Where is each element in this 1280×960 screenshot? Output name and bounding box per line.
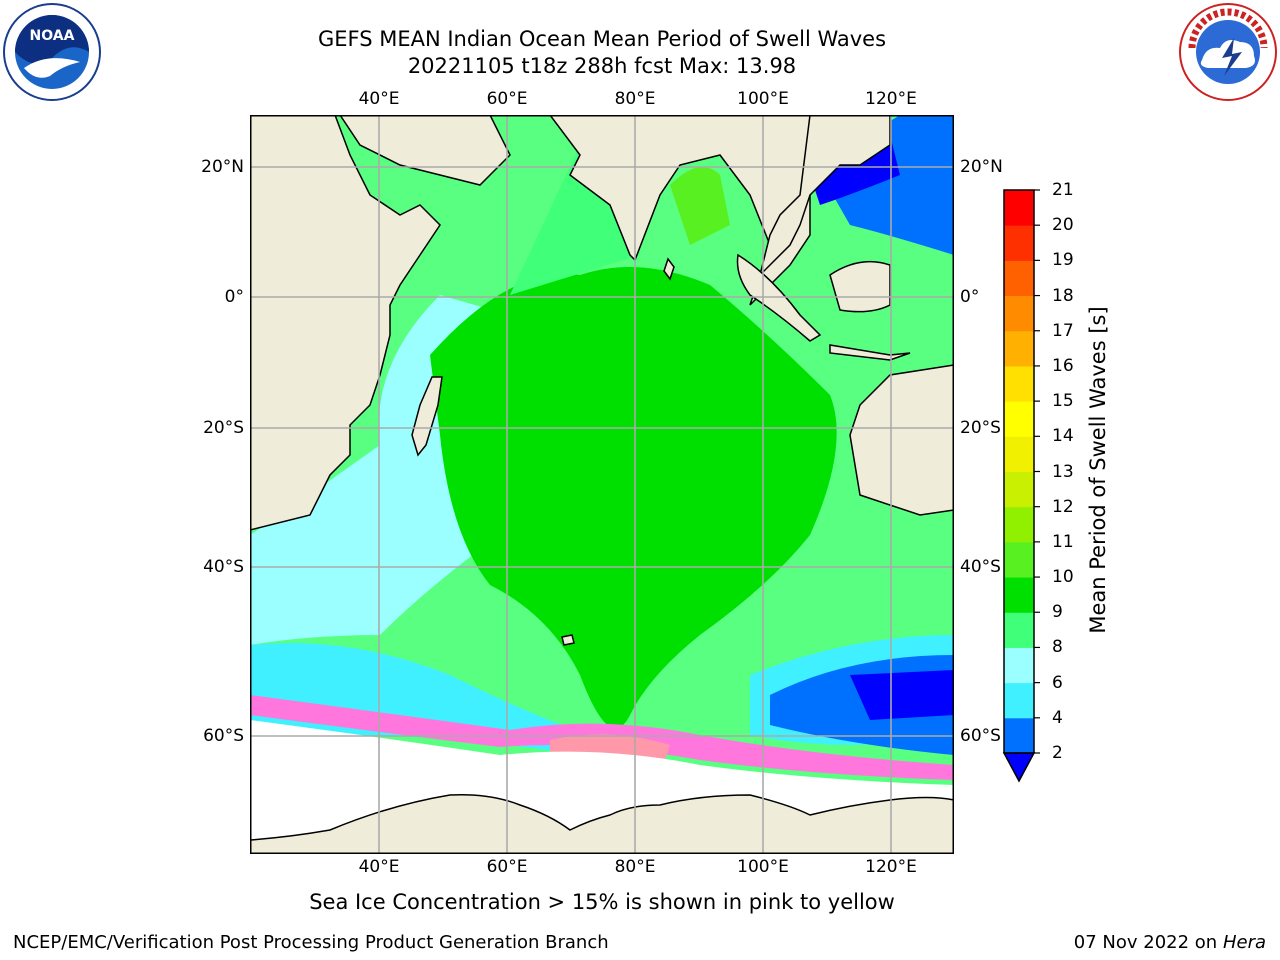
colorbar-segment [1004, 577, 1034, 613]
colorbar-tick-label: 6 [1052, 672, 1063, 693]
borneo-land [829, 260, 891, 313]
colorbar-tick-label: 16 [1052, 355, 1074, 376]
footer-credit: NCEP/EMC/Verification Post Processing Pr… [13, 932, 609, 953]
lat-label-left: 0° [224, 287, 244, 307]
colorbar-segment [1004, 647, 1034, 684]
antarctica-land [250, 793, 954, 854]
colorbar-label: Mean Period of Swell Waves [s] [1086, 306, 1110, 634]
colorbar-segment [1004, 260, 1034, 297]
lat-label-right: 40°S [960, 557, 1001, 577]
colorbar-segment [1004, 471, 1034, 508]
java-land [829, 344, 911, 361]
colorbar-tick-label: 19 [1052, 250, 1074, 271]
colorbar-tick-label: 14 [1052, 426, 1074, 447]
map-frame [250, 115, 954, 854]
colorbar-graphic [1002, 189, 1040, 783]
sea-ice-caption: Sea Ice Concentration > 15% is shown in … [309, 890, 895, 914]
colorbar-segment [1004, 365, 1034, 402]
colorbar-segment [1004, 541, 1034, 578]
colorbar-segment [1004, 295, 1034, 332]
swell-zone [430, 267, 837, 729]
colorbar-tick-label: 18 [1052, 285, 1074, 306]
svg-text:NOAA: NOAA [30, 28, 75, 44]
lat-label-left: 40°S [203, 557, 244, 577]
kerguelen-land [561, 634, 575, 646]
colorbar-segment [1004, 612, 1034, 648]
colorbar-segment [1004, 225, 1034, 261]
lon-label-top: 120°E [865, 89, 917, 109]
lon-label-top: 80°E [614, 89, 656, 109]
colorbar-tick-label: 4 [1052, 707, 1063, 728]
chart-subtitle: 20221105 t18z 288h fcst Max: 13.98 [407, 54, 797, 78]
colorbar [990, 180, 1110, 790]
srilanka-land [663, 257, 675, 281]
colorbar-tick-label: 13 [1052, 461, 1074, 482]
colorbar-tick-label: 8 [1052, 637, 1063, 658]
seasia-land [758, 115, 891, 278]
graticule [250, 115, 954, 854]
colorbar-segment [1004, 401, 1034, 437]
footer-date: 07 Nov 2022 on Hera [1074, 932, 1266, 953]
africa-land [250, 115, 511, 531]
madagascar-land [411, 376, 443, 457]
colorbar-tick-label: 17 [1052, 320, 1074, 341]
lon-label-top: 100°E [737, 89, 789, 109]
colorbar-segment [1004, 682, 1034, 719]
colorbar-segment [1004, 506, 1034, 543]
australia-land [849, 364, 954, 516]
colorbar-under-arrow [1002, 752, 1036, 783]
colorbar-tick-label: 11 [1052, 531, 1074, 552]
lon-label-bottom: 120°E [865, 857, 917, 877]
footer-date-text: 07 Nov 2022 on [1073, 932, 1218, 953]
lon-label-top: 40°E [358, 89, 400, 109]
lon-label-bottom: 60°E [486, 857, 528, 877]
lon-label-bottom: 40°E [358, 857, 400, 877]
lat-label-right: 20°N [960, 157, 1003, 177]
colorbar-tick-label: 9 [1052, 602, 1063, 623]
chart-title: GEFS MEAN Indian Ocean Mean Period of Sw… [317, 27, 887, 51]
ocean-map [250, 115, 954, 854]
lon-label-top: 60°E [486, 89, 528, 109]
colorbar-segment [1004, 436, 1034, 472]
swell-zone [850, 670, 954, 720]
lat-label-left: 20°N [201, 157, 244, 177]
sumatra-land [736, 253, 822, 342]
colorbar-tick-label: 20 [1052, 215, 1074, 236]
lat-label-right: 0° [960, 287, 980, 307]
lat-label-left: 20°S [203, 418, 244, 438]
noaa-logo: NOAA [3, 3, 101, 101]
lon-label-bottom: 100°E [737, 857, 789, 877]
colorbar-segment [1004, 190, 1034, 226]
colorbar-segment [1004, 330, 1034, 367]
colorbar-tick-label: 2 [1052, 743, 1063, 763]
colorbar-tick-label: 12 [1052, 496, 1074, 517]
colorbar-tick-label: 15 [1052, 391, 1074, 412]
colorbar-tick-label: 21 [1052, 180, 1074, 200]
colorbar-segment [1004, 717, 1034, 754]
lat-label-left: 60°S [203, 726, 244, 746]
lat-label-right: 60°S [960, 726, 1001, 746]
swell-zone [250, 643, 590, 755]
swell-zone [670, 167, 730, 245]
india-land [549, 115, 811, 306]
colorbar-tick-label: 10 [1052, 567, 1074, 588]
lon-label-bottom: 80°E [614, 857, 656, 877]
nws-logo [1179, 3, 1277, 101]
footer-host: Hera [1222, 932, 1266, 953]
lat-label-right: 20°S [960, 418, 1001, 438]
map-panel [250, 115, 954, 854]
